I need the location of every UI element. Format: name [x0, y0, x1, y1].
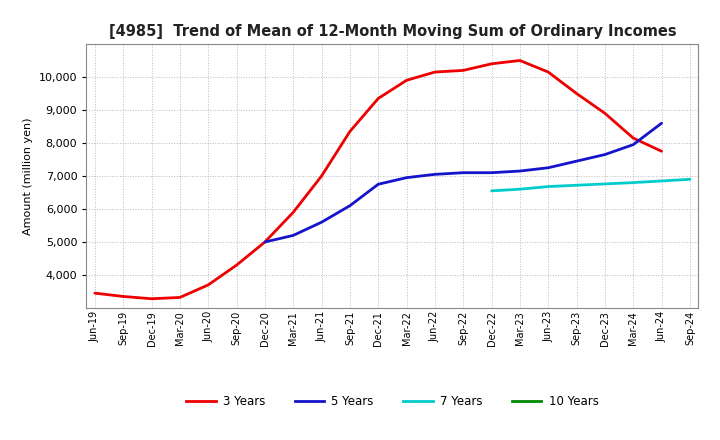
3 Years [402, 77, 411, 83]
5 Years [572, 158, 581, 164]
3 Years [119, 294, 127, 299]
Y-axis label: Amount (million yen): Amount (million yen) [23, 117, 33, 235]
3 Years [657, 149, 666, 154]
7 Years [657, 178, 666, 183]
3 Years [516, 58, 524, 63]
5 Years [261, 239, 269, 245]
7 Years [544, 184, 552, 189]
3 Years [176, 295, 184, 300]
7 Years [600, 181, 609, 187]
3 Years [374, 96, 382, 101]
3 Years [487, 61, 496, 66]
5 Years [431, 172, 439, 177]
3 Years [572, 91, 581, 96]
Line: 7 Years: 7 Years [492, 180, 690, 191]
Legend: 3 Years, 5 Years, 7 Years, 10 Years: 3 Years, 5 Years, 7 Years, 10 Years [181, 391, 603, 413]
3 Years [459, 68, 467, 73]
3 Years [289, 210, 297, 215]
7 Years [487, 188, 496, 194]
5 Years [459, 170, 467, 175]
3 Years [600, 110, 609, 116]
5 Years [544, 165, 552, 170]
5 Years [374, 182, 382, 187]
Title: [4985]  Trend of Mean of 12-Month Moving Sum of Ordinary Incomes: [4985] Trend of Mean of 12-Month Moving … [109, 24, 676, 39]
Line: 5 Years: 5 Years [265, 123, 662, 242]
5 Years [516, 169, 524, 174]
3 Years [544, 70, 552, 75]
5 Years [402, 175, 411, 180]
3 Years [261, 239, 269, 245]
7 Years [572, 183, 581, 188]
Line: 3 Years: 3 Years [95, 60, 662, 299]
5 Years [346, 203, 354, 209]
7 Years [516, 187, 524, 192]
5 Years [318, 220, 326, 225]
5 Years [487, 170, 496, 175]
3 Years [91, 290, 99, 296]
3 Years [431, 70, 439, 75]
7 Years [685, 176, 694, 182]
3 Years [629, 136, 637, 141]
3 Years [318, 173, 326, 179]
5 Years [657, 121, 666, 126]
7 Years [629, 180, 637, 185]
3 Years [148, 296, 156, 301]
5 Years [600, 152, 609, 157]
3 Years [204, 282, 212, 288]
5 Years [289, 233, 297, 238]
5 Years [629, 142, 637, 147]
3 Years [233, 262, 241, 268]
3 Years [346, 129, 354, 134]
